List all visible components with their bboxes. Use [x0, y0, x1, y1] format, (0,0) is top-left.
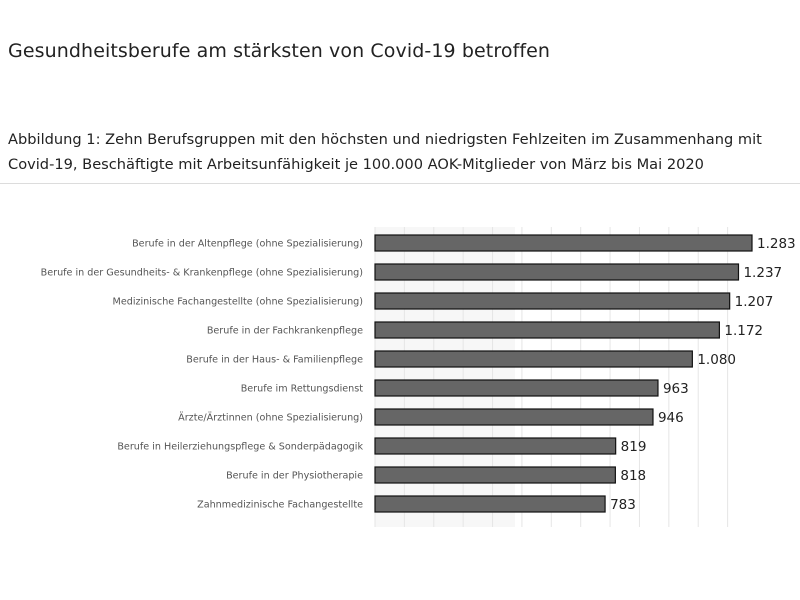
bar	[374, 379, 659, 397]
category-label: Medizinische Fachangestellte (ohne Spezi…	[113, 297, 363, 308]
category-labels: Berufe in der Altenpflege (ohne Speziali…	[41, 239, 364, 511]
category-label: Berufe in der Fachkrankenpflege	[207, 326, 363, 337]
category-label: Zahnmedizinische Fachangestellte	[197, 500, 363, 511]
value-label: 1.080	[697, 352, 736, 368]
value-label: 963	[663, 381, 689, 397]
category-label: Berufe in der Altenpflege (ohne Speziali…	[132, 239, 363, 250]
category-label: Berufe in der Haus- & Familienpflege	[186, 355, 363, 366]
divider	[0, 183, 800, 184]
category-label: Berufe in der Physiotherapie	[226, 471, 363, 482]
bar	[374, 466, 616, 484]
value-label: 1.237	[743, 265, 782, 281]
bar	[374, 263, 740, 281]
bar	[374, 495, 606, 513]
value-label: 818	[620, 468, 646, 484]
bar	[374, 408, 654, 426]
category-label: Ärzte/Ärztinnen (ohne Spezialisierung)	[178, 411, 363, 424]
category-label: Berufe in der Gesundheits- & Krankenpfle…	[41, 268, 363, 279]
bar	[374, 321, 720, 339]
page-title: Gesundheitsberufe am stärksten von Covid…	[8, 40, 551, 62]
bar	[374, 350, 693, 368]
bar-chart: Berufe in der Altenpflege (ohne Speziali…	[41, 227, 796, 527]
category-label: Berufe im Rettungsdienst	[241, 384, 364, 395]
value-label: 946	[658, 410, 684, 426]
bars	[374, 234, 753, 513]
chart-caption: Abbildung 1: Zehn Berufsgruppen mit den …	[8, 131, 762, 173]
value-label: 783	[610, 497, 636, 513]
bar	[374, 234, 753, 252]
value-label: 819	[621, 439, 647, 455]
bar	[374, 437, 617, 455]
category-label: Berufe in Heilerziehungspflege & Sonderp…	[117, 442, 363, 453]
value-label: 1.172	[724, 323, 763, 339]
bar	[374, 292, 731, 310]
value-labels: 1.283 1.237 1.207 1.172 1.080 963 946 819 818 783	[610, 236, 796, 513]
value-label: 1.283	[757, 236, 796, 252]
value-label: 1.207	[735, 294, 774, 310]
